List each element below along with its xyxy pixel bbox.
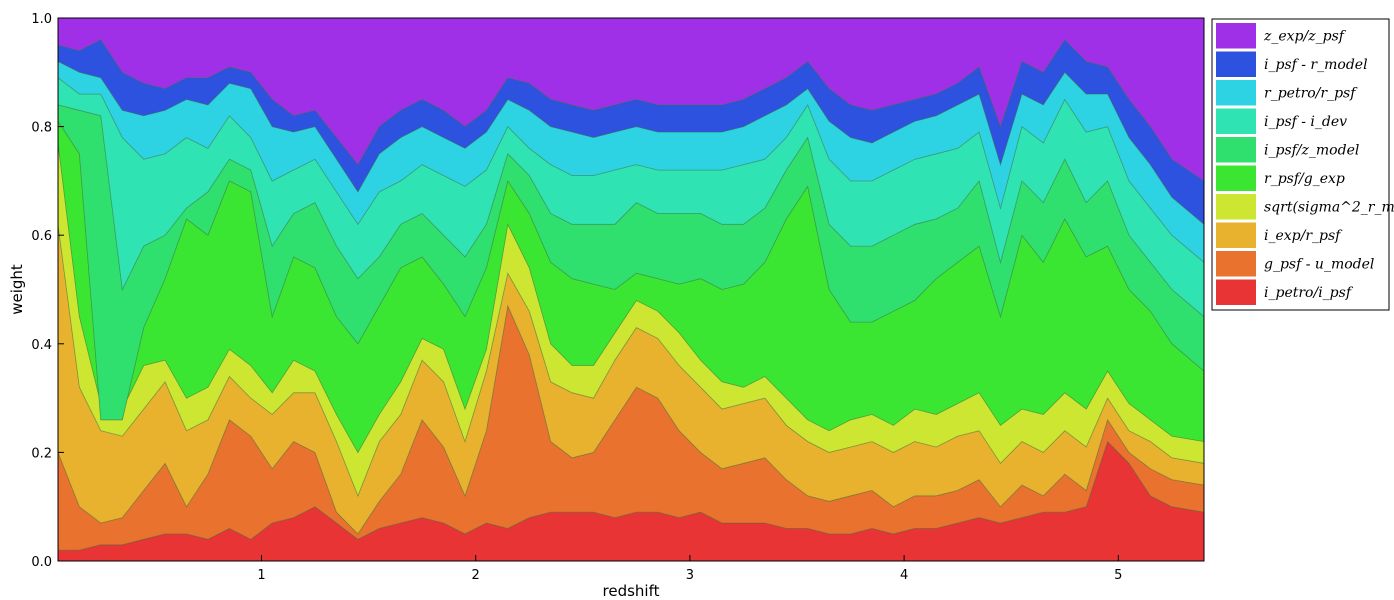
legend-label: r_petro/r_psf [1264,85,1358,101]
legend-swatch [1216,51,1256,77]
y-tick-label: 1.0 [31,12,52,27]
plot-areas [57,17,1205,562]
legend-swatch [1216,80,1256,106]
y-tick-label: 0.2 [31,446,52,461]
y-axis-ticks: 0.0 0.2 0.4 0.6 0.8 1.0 [31,12,64,570]
legend-label: i_psf - i_dev [1264,114,1347,130]
legend-label: sqrt(sigma^2_r_model + sigma^2_r_dev) [1264,199,1394,215]
legend-label: i_psf - r_model [1264,57,1368,73]
plot-frame [57,17,1205,562]
legend-swatch [1216,165,1256,191]
y-tick-label: 0.0 [31,555,52,570]
legend-swatch [1216,194,1256,220]
y-tick-label: 0.6 [31,229,52,244]
legend-swatch [1216,137,1256,163]
x-tick-label: 3 [686,568,694,583]
legend: z_exp/z_psf i_psf - r_model r_petro/r_psfi… [1211,18,1394,311]
x-tick-label: 5 [1114,568,1122,583]
y-axis-label: weight [8,264,26,315]
legend-swatch [1216,251,1256,277]
legend-swatch [1216,23,1256,49]
y-tick-label: 0.8 [31,121,52,136]
legend-label: i_psf/z_model [1264,142,1359,158]
legend-swatch [1216,108,1256,134]
x-axis-label: redshift [603,582,660,600]
x-tick-label: 4 [900,568,908,583]
legend-swatch [1216,279,1256,305]
x-tick-label: 2 [472,568,480,583]
legend-label: r_psf/g_exp [1264,171,1345,187]
x-tick-label: 1 [257,568,265,583]
legend-label: g_psf - u_model [1264,256,1374,272]
legend-label: i_exp/r_psf [1264,228,1343,244]
legend-label: i_petro/i_psf [1264,285,1354,301]
legend-swatch [1216,222,1256,248]
x-axis-ticks: 1 2 3 4 5 [257,555,1122,583]
legend-label: z_exp/z_psf [1263,28,1347,44]
y-tick-label: 0.4 [31,338,52,353]
